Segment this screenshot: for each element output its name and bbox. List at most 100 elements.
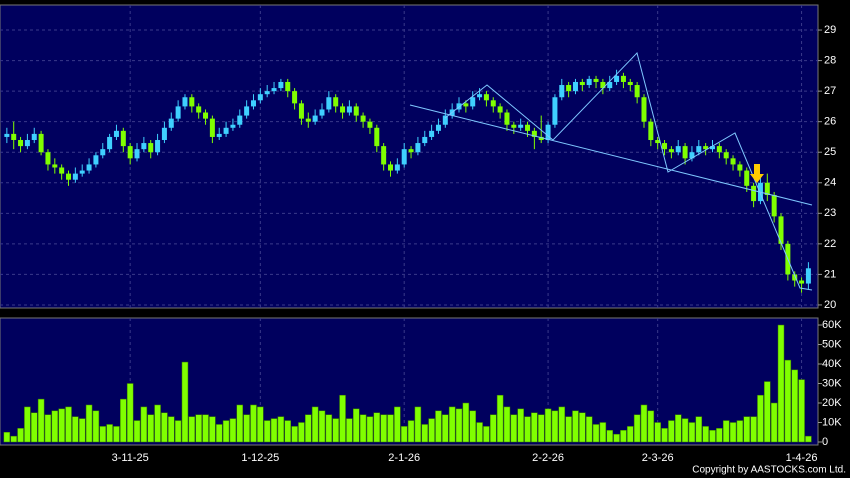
candle-body (778, 216, 784, 244)
candle-body (223, 127, 229, 134)
x-tick-label: 2-1-26 (388, 452, 420, 464)
candle-body (250, 100, 256, 107)
volume-bar (558, 406, 566, 443)
candle-body (614, 75, 620, 82)
candle-body (298, 103, 304, 119)
volume-bar (154, 404, 161, 443)
volume-bar (524, 416, 531, 443)
volume-bar (709, 430, 716, 443)
candle-body (531, 130, 537, 137)
candle-body (593, 78, 599, 82)
volume-bar (250, 404, 257, 443)
candle-body (641, 97, 647, 122)
signal-arrow (750, 164, 764, 183)
candle-body (620, 75, 626, 82)
candle-body (709, 146, 715, 150)
volume-bar (681, 418, 689, 443)
volume-bar (736, 420, 744, 443)
trend-line (409, 104, 813, 206)
volume-bar (202, 414, 209, 443)
volume-bar (65, 406, 72, 443)
candle-body (38, 133, 44, 153)
volume-bar (298, 422, 305, 443)
volume-bar (243, 414, 250, 443)
volume-bar (490, 414, 497, 443)
candle-body (586, 78, 592, 86)
candle-body (244, 106, 250, 116)
candle-body (72, 173, 78, 180)
volume-bar (168, 416, 175, 443)
volume-bar (414, 406, 422, 443)
volume-bar (784, 359, 792, 443)
volume-bar (496, 394, 504, 443)
candle-body (607, 81, 613, 89)
volume-bar (277, 416, 285, 443)
volume-bar (10, 435, 17, 443)
candle-body (86, 164, 92, 171)
candle-body (600, 81, 606, 89)
candle-body (675, 146, 681, 153)
candle-body (799, 280, 805, 284)
candle-body (79, 170, 85, 174)
candle-body (312, 115, 318, 122)
y-tick-label: 29 (824, 24, 836, 36)
candle-body (497, 106, 503, 113)
volume-bar (24, 406, 31, 443)
volume-bar (442, 414, 449, 443)
volume-bar (209, 416, 216, 443)
volume-bar (147, 414, 154, 443)
candle-body (470, 97, 476, 107)
volume-tick-label: 20K (822, 397, 842, 409)
volume-bar (455, 408, 463, 443)
candle-body (442, 115, 448, 125)
candle-body (579, 81, 585, 86)
candle-body (730, 158, 736, 165)
volume-bar (627, 426, 634, 443)
candle-body (31, 133, 37, 141)
candle-body (716, 146, 722, 153)
candle-body (538, 136, 544, 141)
volume-bar (352, 408, 360, 443)
candle-body (655, 140, 661, 144)
volume-bar (462, 402, 470, 443)
candle-body (278, 81, 284, 89)
candle-body (668, 149, 674, 153)
candle-body (52, 164, 58, 168)
candle-body (422, 136, 428, 144)
candle-body (394, 164, 400, 171)
candle-body (45, 152, 51, 165)
candle-body (271, 88, 277, 92)
volume-tick-label: 40K (822, 358, 842, 370)
y-tick-label: 24 (824, 177, 836, 189)
volume-bar (31, 412, 38, 443)
y-tick-label: 28 (824, 54, 836, 66)
candle-body (326, 97, 332, 110)
volume-bar (476, 422, 483, 443)
volume-bar (140, 406, 148, 443)
volume-bar (270, 418, 278, 443)
volume-bar (113, 426, 120, 443)
candle-body (429, 130, 435, 137)
volume-bar (503, 406, 511, 443)
volume-bar (791, 369, 798, 443)
candle-body (346, 106, 352, 113)
volume-bar (729, 422, 737, 443)
volume-bar (305, 414, 312, 443)
volume-bar (805, 435, 812, 443)
volume-bar (3, 432, 11, 443)
candle-body (374, 127, 380, 147)
volume-bar (195, 414, 202, 443)
volume-bar (435, 410, 442, 443)
volume-bar (72, 416, 79, 443)
candle-body (682, 146, 688, 159)
candle-body (134, 149, 140, 159)
volume-bar (346, 418, 353, 443)
volume-bar (407, 420, 415, 443)
candle-body (566, 85, 572, 92)
candle-body (388, 164, 394, 171)
candle-body (634, 85, 640, 98)
volume-bar (106, 424, 113, 443)
volume-bar (661, 428, 668, 443)
volume-bar (17, 428, 24, 443)
volume-bar (359, 414, 367, 443)
